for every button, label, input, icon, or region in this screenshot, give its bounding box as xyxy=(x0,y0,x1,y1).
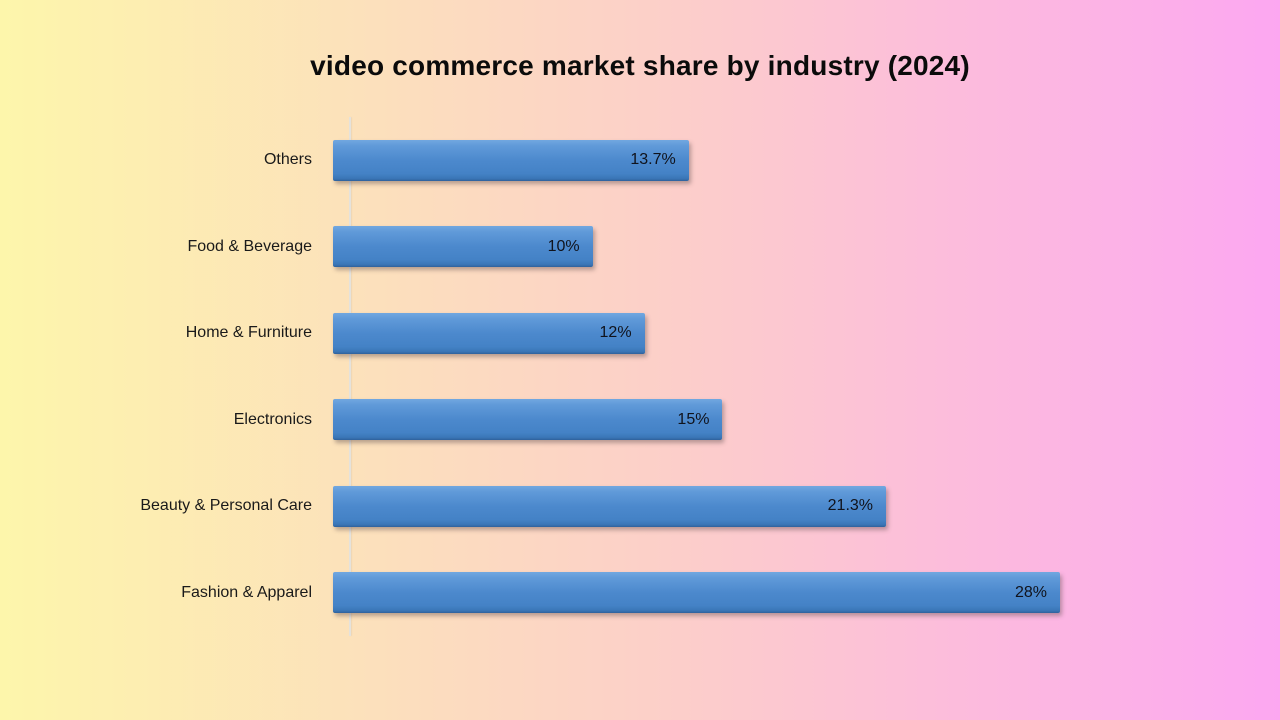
value-label: 21.3% xyxy=(827,497,874,515)
category-label: Home & Furniture xyxy=(185,324,312,342)
bar: 10% xyxy=(333,226,593,268)
bar-track: 21.3% xyxy=(333,485,1280,527)
chart-title: video commerce market share by industry … xyxy=(310,50,970,81)
value-label: 13.7% xyxy=(630,151,676,169)
bar-row: Beauty & Personal Care 21.3% xyxy=(0,463,1280,550)
bar-rows-container: Others 13.7% Food & Beverage 10% Home & … xyxy=(0,117,1280,636)
value-label: 28% xyxy=(1014,583,1047,601)
bar-row: Food & Beverage 10% xyxy=(0,204,1280,291)
bar-track: 15% xyxy=(333,399,1280,441)
bar: 28% xyxy=(333,572,1060,614)
bar-track: 28% xyxy=(333,572,1280,614)
bar-track: 12% xyxy=(333,312,1280,354)
bar-row: Electronics 15% xyxy=(0,377,1280,464)
bar-row: Others 13.7% xyxy=(0,117,1280,204)
bar-track: 13.7% xyxy=(333,139,1280,181)
bar: 12% xyxy=(333,312,645,354)
category-label: Food & Beverage xyxy=(187,237,312,255)
bar-row: Fashion & Apparel 28% xyxy=(0,550,1280,637)
value-label: 15% xyxy=(677,410,710,428)
value-label: 12% xyxy=(599,324,632,342)
category-label: Others xyxy=(263,151,312,169)
y-axis-line xyxy=(349,117,351,636)
bar-track: 10% xyxy=(333,226,1280,268)
category-label: Electronics xyxy=(233,410,312,428)
bar: 21.3% xyxy=(333,485,887,527)
value-label: 10% xyxy=(547,237,580,255)
bar-row: Home & Furniture 12% xyxy=(0,290,1280,377)
category-label: Beauty & Personal Care xyxy=(140,497,312,515)
category-label: Fashion & Apparel xyxy=(181,583,312,601)
bar: 15% xyxy=(333,399,723,441)
bar: 13.7% xyxy=(333,139,689,181)
